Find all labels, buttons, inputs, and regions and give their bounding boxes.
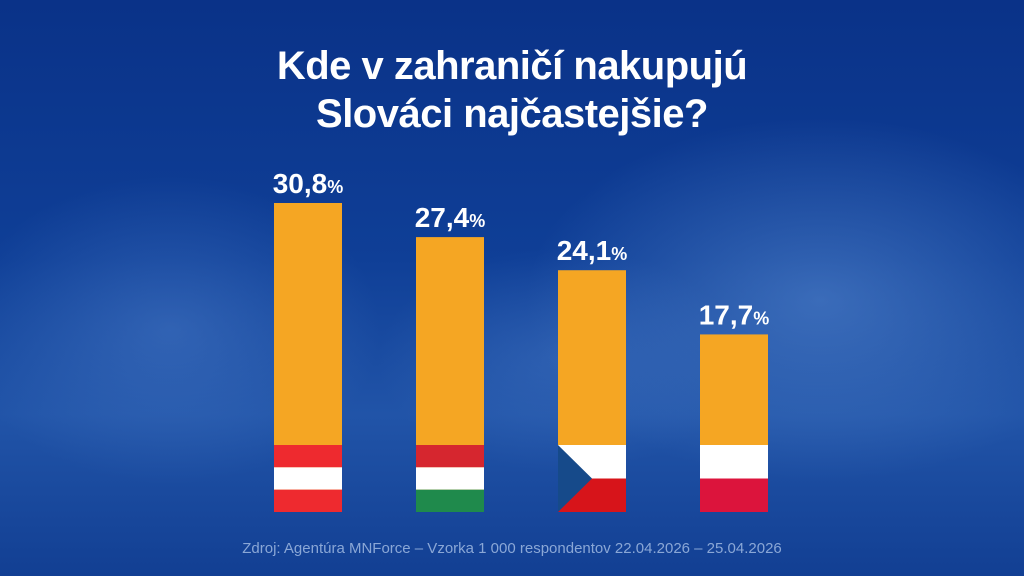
austria-flag-stripe-bottom <box>274 489 342 512</box>
poland-flag-stripe-bottom <box>700 478 768 512</box>
chart-title-line-2: Slováci najčastejšie? <box>316 92 708 136</box>
hungary-flag-stripe-middle <box>416 467 484 490</box>
chart-title: Kde v zahraničí nakupujú Slováci najčast… <box>0 42 1024 138</box>
poland-flag-stripe-top <box>700 445 768 479</box>
chart-title-line-1: Kde v zahraničí nakupujú <box>276 44 748 88</box>
austria-flag-stripe-top <box>274 445 342 468</box>
value-label-4: 17,7% <box>699 299 770 330</box>
value-label-2: 27,4% <box>415 202 486 233</box>
hungary-flag-stripe-top <box>416 445 484 468</box>
value-label-1: 30,8% <box>273 168 344 199</box>
czech-flag-triangle <box>558 445 592 512</box>
austria-flag-stripe-middle <box>274 467 342 490</box>
value-label-3: 24,1% <box>557 235 628 266</box>
hungary-flag-stripe-bottom <box>416 489 484 512</box>
source-note: Zdroj: Agentúra MNForce – Vzorka 1 000 r… <box>242 540 782 557</box>
